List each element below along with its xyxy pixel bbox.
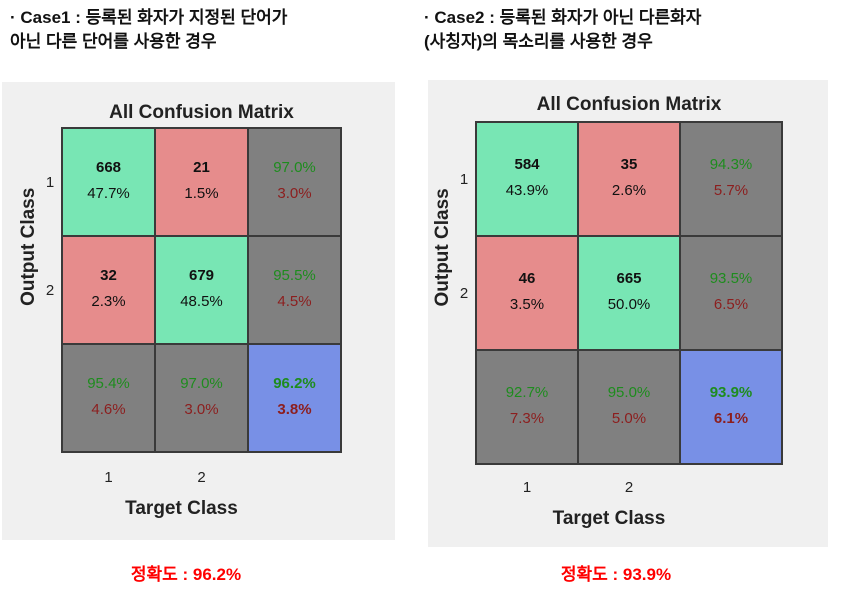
y-tick-label: 1 [46, 174, 54, 191]
matrix-cell [154, 235, 249, 345]
y-axis-label: Output Class [18, 188, 39, 306]
cell-count: 668 [96, 159, 121, 176]
case2-caption: · Case2 : 등록된 화자가 아닌 다른화자 (사칭자)의 목소리를 사용… [424, 8, 702, 51]
cell-correct-rate: 93.5% [710, 270, 753, 287]
matrix-cell [61, 235, 156, 345]
cell-count: 665 [616, 270, 641, 287]
cell-error-rate: 3.0% [184, 401, 218, 418]
cell-error-rate: 4.5% [277, 293, 311, 310]
matrix-cell [679, 121, 783, 237]
y-axis-label: Output Class [432, 188, 453, 306]
case2-accuracy: 정확도 : 93.9% [560, 565, 672, 584]
case2-confusion-matrix: All Confusion Matrix 584 43.9% 35 2.6% 94.3% 5… [432, 94, 783, 529]
matrix-cell [577, 349, 681, 465]
cell-percent: 50.0% [608, 296, 651, 313]
cell-correct-rate: 95.4% [87, 375, 130, 392]
cell-correct-rate: 97.0% [273, 159, 316, 176]
cell-error-rate: 6.5% [714, 296, 748, 313]
matrix-cell [475, 235, 579, 351]
matrix-cell [475, 349, 579, 465]
cell-count: 32 [100, 267, 117, 284]
matrix-cell [679, 235, 783, 351]
matrix-cell [577, 235, 681, 351]
matrix-cell [61, 127, 156, 237]
matrix-cell [247, 235, 342, 345]
cell-error-rate: 7.3% [510, 410, 544, 427]
matrix-cell [679, 349, 783, 465]
cell-correct-rate: 92.7% [506, 384, 549, 401]
cell-error-rate: 5.7% [714, 182, 748, 199]
matrix-cell [61, 343, 156, 453]
cell-count: 35 [621, 156, 638, 173]
cell-percent: 2.6% [612, 182, 646, 199]
cell-error-rate: 3.0% [277, 185, 311, 202]
cell-error-rate: 3.8% [277, 401, 311, 418]
cell-count: 679 [189, 267, 214, 284]
cell-correct-rate: 96.2% [273, 375, 316, 392]
matrix-cell [247, 127, 342, 237]
x-tick-label: 1 [104, 469, 112, 486]
chart-title: All Confusion Matrix [109, 102, 294, 123]
cell-percent: 48.5% [180, 293, 223, 310]
case1-caption: · Case1 : 등록된 화자가 지정된 단어가 아닌 다른 단어를 사용한 … [10, 8, 288, 51]
x-tick-label: 1 [523, 479, 531, 496]
matrix-cell [154, 127, 249, 237]
cell-count: 584 [514, 156, 540, 173]
x-tick-label: 2 [625, 479, 633, 496]
case1-chart-panel: All Confusion Matrix 668 47.7% 21 1.5% 97.0% 3… [2, 82, 395, 540]
case2-chart-panel: All Confusion Matrix 584 43.9% 35 2.6% 94.3% 5… [428, 80, 828, 547]
cell-error-rate: 6.1% [714, 410, 748, 427]
chart-title: All Confusion Matrix [537, 94, 722, 115]
cell-percent: 2.3% [91, 293, 125, 310]
cell-count: 21 [193, 159, 210, 176]
cell-percent: 47.7% [87, 185, 130, 202]
cell-correct-rate: 95.5% [273, 267, 316, 284]
cell-correct-rate: 95.0% [608, 384, 651, 401]
cell-percent: 3.5% [510, 296, 544, 313]
cell-percent: 1.5% [184, 185, 218, 202]
y-tick-label: 2 [46, 282, 54, 299]
case1-confusion-matrix: All Confusion Matrix66847.7%211.5%97.0%3… [18, 102, 342, 519]
cell-error-rate: 5.0% [612, 410, 646, 427]
cell-correct-rate: 94.3% [710, 156, 753, 173]
matrix-cell [154, 343, 249, 453]
matrix-cell [577, 121, 681, 237]
x-axis-label: Target Class [125, 498, 238, 519]
matrix-cell [247, 343, 342, 453]
y-tick-label: 1 [460, 171, 468, 188]
cell-correct-rate: 97.0% [180, 375, 223, 392]
cell-error-rate: 4.6% [91, 401, 125, 418]
x-axis-label: Target Class [553, 508, 666, 529]
cell-percent: 43.9% [506, 182, 549, 199]
x-tick-label: 2 [197, 469, 205, 486]
case1-accuracy: 정확도 : 96.2% [130, 565, 242, 584]
y-tick-label: 2 [460, 285, 468, 302]
cell-count: 46 [519, 270, 536, 287]
cell-correct-rate: 93.9% [710, 384, 753, 401]
matrix-cell [475, 121, 579, 237]
